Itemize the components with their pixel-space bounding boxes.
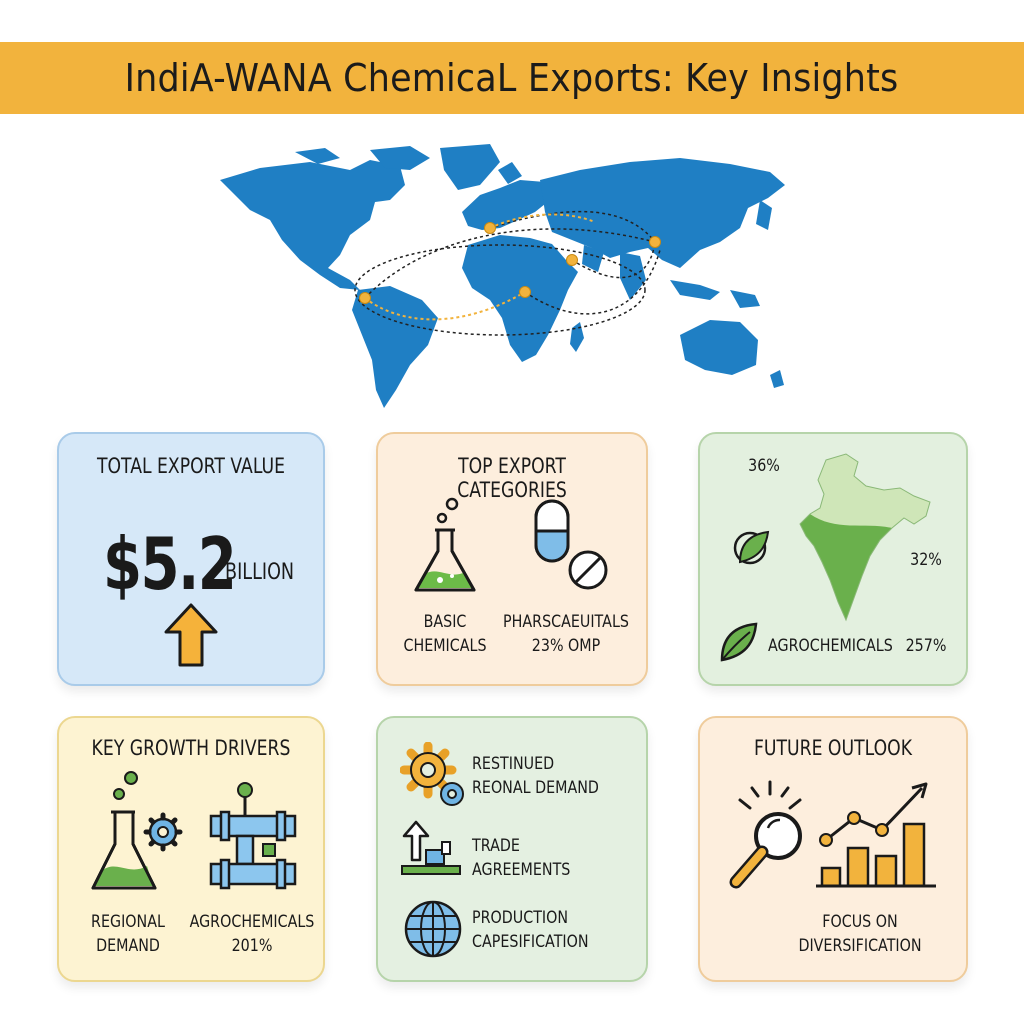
category-pharmaceuticals: PHARSCAEUITALS 23% OMP bbox=[499, 610, 633, 658]
driver-label-line1: REGIONAL bbox=[91, 912, 165, 932]
magnifier-icon bbox=[722, 774, 822, 894]
category-basic-chemicals: BASIC CHEMICALS bbox=[399, 610, 491, 658]
share-bottom-pct: 257% bbox=[905, 636, 947, 656]
leaf-icon bbox=[716, 620, 760, 664]
driver-label-line2: 201% bbox=[231, 936, 273, 956]
driver-label-line1: AGROCHEMICALS bbox=[189, 912, 315, 932]
future-outlook-title: FUTURE OUTLOOK bbox=[753, 736, 913, 760]
total-export-value: $5.2 bbox=[103, 522, 237, 606]
flask-icon bbox=[410, 496, 480, 596]
share-label: AGROCHEMICALS bbox=[768, 636, 893, 656]
pipeline-icon bbox=[207, 780, 299, 895]
driver-agrochemicals: AGROCHEMICALS 201% bbox=[189, 910, 315, 958]
outlook-focus: FOCUS ON DIVERSIFICATION bbox=[784, 910, 935, 958]
growth-drivers-title: KEY GROWTH DRIVERS bbox=[91, 736, 291, 760]
page-title: IndiA-WANA ChemicaL Exports: Key Insight… bbox=[125, 56, 899, 100]
driver-label-line2: DEMAND bbox=[96, 936, 160, 956]
share-mid-pct: 32% bbox=[910, 550, 942, 570]
top-categories-title: TOP EXPORT CATEGORIES bbox=[457, 454, 567, 502]
growth-drivers-card: KEY GROWTH DRIVERS bbox=[57, 716, 325, 982]
factor-production: PRODUCTION CAPESIFICATION bbox=[472, 906, 615, 954]
globe-icon bbox=[402, 898, 464, 960]
category-label-line1: BASIC bbox=[423, 612, 467, 632]
outlook-label-line2: DIVERSIFICATION bbox=[798, 936, 922, 956]
future-outlook-card: FUTURE OUTLOOK bbox=[698, 716, 968, 982]
top-categories-card: TOP EXPORT CATEGORIES BASIC CHEMICALS PH… bbox=[376, 432, 648, 686]
factor-label-line2: REONAL DEMAND bbox=[472, 778, 599, 798]
trade-arrow-icon bbox=[398, 816, 468, 886]
arrow-up-icon bbox=[163, 602, 219, 668]
factor-demand: RESTINUED REONAL DEMAND bbox=[472, 752, 615, 800]
factor-label-line2: CAPESIFICATION bbox=[472, 932, 589, 952]
category-label-line1: PHARSCAEUITALS bbox=[503, 612, 629, 632]
category-label-line2: CHEMICALS bbox=[403, 636, 487, 656]
agrochemicals-share-card: 36% 32% AGROCHEMICALS 257% bbox=[698, 432, 968, 686]
leaf-icon bbox=[732, 526, 772, 568]
total-export-title: TOTAL EXPORT VALUE bbox=[96, 454, 286, 478]
pill-icon bbox=[528, 498, 618, 593]
total-export-card: TOTAL EXPORT VALUE $5.2 BILLION bbox=[57, 432, 325, 686]
outlook-label-line1: FOCUS ON bbox=[822, 912, 898, 932]
factors-card: RESTINUED REONAL DEMAND TRADE AGREEMENTS… bbox=[376, 716, 648, 982]
share-top-pct: 36% bbox=[748, 456, 780, 476]
factor-label-line1: TRADE bbox=[472, 836, 520, 856]
growth-chart-icon bbox=[816, 780, 938, 892]
factor-trade: TRADE AGREEMENTS bbox=[472, 834, 615, 882]
flask-gear-icon bbox=[89, 770, 185, 895]
category-label-line2: 23% OMP bbox=[531, 636, 601, 656]
factor-label-line1: PRODUCTION bbox=[472, 908, 569, 928]
india-map-icon bbox=[796, 452, 936, 627]
factor-label-line2: AGREEMENTS bbox=[472, 860, 571, 880]
world-map-icon bbox=[200, 140, 800, 415]
gears-icon bbox=[400, 742, 470, 812]
total-export-unit: BILLION bbox=[225, 560, 295, 585]
factor-label-line1: RESTINUED bbox=[472, 754, 555, 774]
driver-regional-demand: REGIONAL DEMAND bbox=[82, 910, 174, 958]
title-banner: IndiA-WANA ChemicaL Exports: Key Insight… bbox=[0, 42, 1024, 114]
